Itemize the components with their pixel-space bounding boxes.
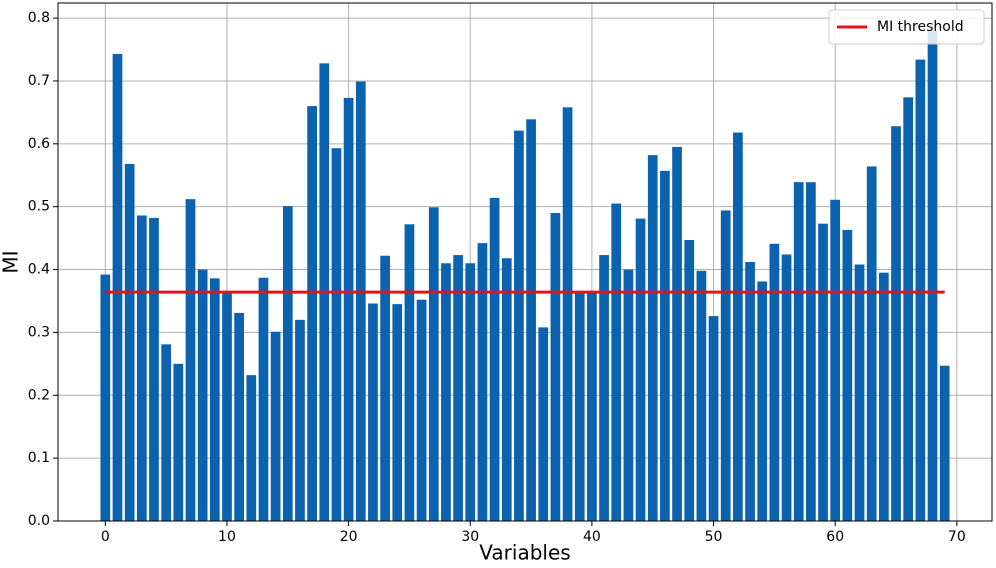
- y-tick-label: 0.3: [28, 324, 50, 340]
- plot-frame: [57, 2, 993, 522]
- bar: [404, 224, 415, 521]
- bar: [380, 255, 390, 521]
- y-tick-label: 0.5: [28, 199, 50, 215]
- y-tick-label: 0.2: [28, 387, 50, 403]
- bar: [647, 155, 658, 521]
- bar: [295, 319, 305, 521]
- bar: [416, 299, 427, 521]
- bar: [720, 210, 731, 521]
- y-tick-label: 0.0: [28, 513, 50, 529]
- x-tick-label: 70: [948, 529, 966, 545]
- bar: [830, 199, 841, 521]
- bar: [878, 272, 889, 521]
- bar: [550, 212, 561, 522]
- bar: [599, 255, 609, 521]
- bar: [514, 130, 524, 521]
- bar: [441, 263, 451, 521]
- bar: [939, 365, 950, 521]
- x-axis-label: Variables: [479, 541, 570, 565]
- x-tick-label: 40: [583, 529, 601, 545]
- x-tick-label: 30: [461, 529, 479, 545]
- bar: [501, 258, 512, 521]
- bar: [611, 203, 622, 521]
- bar: [173, 363, 184, 521]
- bar: [562, 107, 573, 521]
- bar: [526, 119, 536, 521]
- bar: [331, 148, 342, 522]
- bar: [708, 316, 719, 521]
- bar: [745, 262, 755, 521]
- y-tick-label: 0.8: [28, 10, 50, 26]
- bar: [100, 274, 111, 521]
- bar: [623, 269, 634, 521]
- bar: [842, 229, 853, 521]
- legend: MI threshold: [828, 9, 985, 45]
- bar: [161, 344, 172, 521]
- bar: [806, 182, 816, 521]
- legend-box: [828, 9, 985, 45]
- bar: [136, 215, 147, 521]
- bar: [733, 132, 743, 521]
- bar: [477, 243, 488, 521]
- bar: [574, 292, 585, 521]
- bar: [185, 199, 196, 521]
- bar: [392, 304, 403, 521]
- bar: [258, 277, 269, 521]
- bar: [672, 146, 682, 521]
- bar: [587, 292, 597, 521]
- y-tick-label: 0.4: [28, 262, 50, 278]
- bar: [757, 281, 768, 521]
- bar: [209, 278, 220, 521]
- bar: [124, 163, 135, 521]
- bar: [149, 217, 159, 521]
- y-tick-label: 0.6: [28, 136, 50, 152]
- legend-label: MI threshold: [877, 19, 964, 35]
- bar: [112, 53, 123, 522]
- bar: [781, 254, 792, 522]
- y-axis-label: MI: [0, 250, 23, 273]
- bar: [660, 170, 670, 521]
- x-tick-label: 20: [340, 529, 358, 545]
- bar: [696, 270, 707, 521]
- bar: [915, 59, 926, 522]
- bar: [891, 126, 901, 521]
- bar: [635, 218, 646, 521]
- bar: [234, 312, 244, 521]
- bar: [465, 263, 476, 521]
- bar: [197, 269, 208, 521]
- bar: [866, 166, 877, 522]
- bar: [222, 292, 232, 521]
- bar: [854, 264, 865, 521]
- bar: [793, 182, 804, 521]
- bar: [818, 223, 828, 522]
- bar: [282, 206, 293, 521]
- bar: [270, 331, 281, 521]
- x-tick-label: 10: [218, 529, 236, 545]
- x-tick-label: 0: [101, 529, 110, 545]
- x-tick-label: 50: [705, 529, 723, 545]
- y-tick-label: 0.7: [28, 73, 50, 89]
- bar: [246, 375, 257, 521]
- bar: [927, 30, 938, 522]
- bar: [343, 97, 354, 522]
- bar: [368, 303, 378, 521]
- bar: [769, 243, 780, 522]
- bar: [538, 327, 549, 521]
- bar: [428, 207, 439, 521]
- bar: [355, 81, 366, 522]
- bar: [903, 97, 914, 522]
- bar: [489, 197, 500, 521]
- bar: [684, 239, 695, 522]
- bar: [453, 255, 463, 521]
- bar: [307, 106, 317, 522]
- x-tick-label: 60: [826, 529, 844, 545]
- y-tick-label: 0.1: [28, 450, 50, 466]
